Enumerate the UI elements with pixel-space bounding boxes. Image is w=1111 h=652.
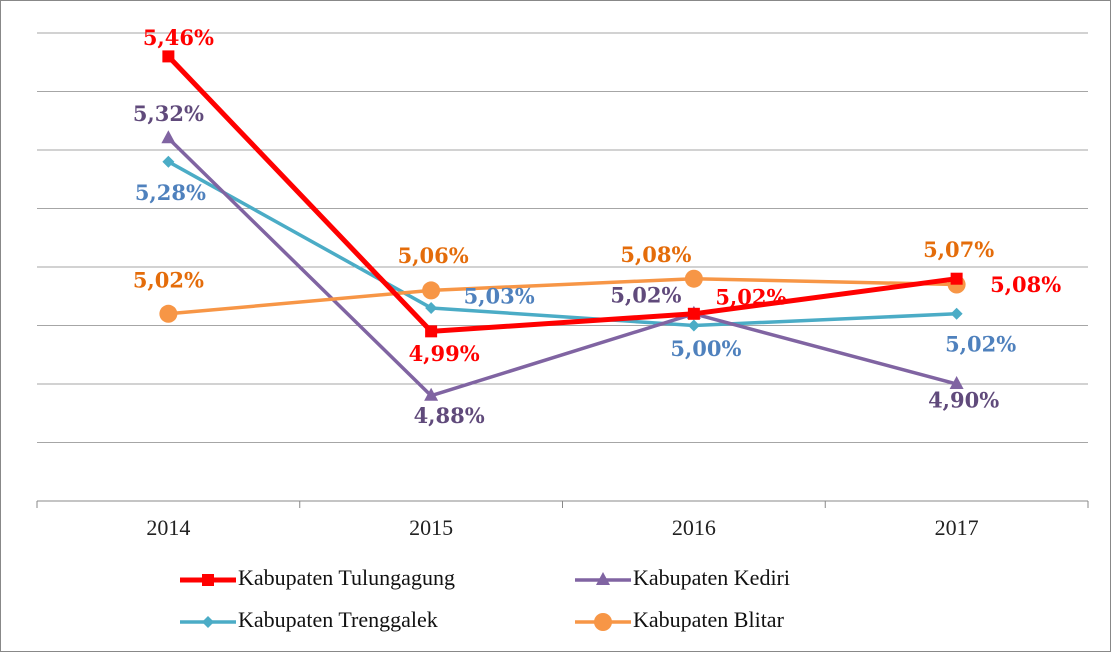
marker <box>425 325 438 338</box>
data-label: 5,06% <box>398 243 469 268</box>
x-tick-label: 2014 <box>146 515 190 540</box>
marker <box>162 50 175 63</box>
legend-marker <box>594 613 612 631</box>
data-label: 5,03% <box>464 283 535 308</box>
series-line <box>166 54 957 334</box>
legend-marker <box>596 572 610 585</box>
series-line <box>167 160 957 328</box>
marker <box>687 307 700 320</box>
x-tick-label: 2015 <box>409 515 453 540</box>
legend-label: Kabupaten Blitar <box>633 607 785 632</box>
data-label: 5,02% <box>133 267 204 292</box>
marker <box>949 376 964 389</box>
marker <box>684 269 703 288</box>
data-label: 5,32% <box>133 101 204 126</box>
legend-marker <box>202 616 214 628</box>
marker <box>950 307 963 320</box>
x-tick-label: 2016 <box>672 515 716 540</box>
data-label: 5,08% <box>990 272 1061 297</box>
marker <box>950 272 963 285</box>
data-label: 5,02% <box>610 282 681 307</box>
data-label: 5,02% <box>715 284 786 309</box>
data-label: 5,00% <box>670 336 741 361</box>
legend-label: Kabupaten Kediri <box>633 565 790 590</box>
legend-label: Kabupaten Tulungagung <box>238 565 455 590</box>
legend-label: Kabupaten Trenggalek <box>238 607 438 632</box>
data-label: 5,46% <box>143 25 214 50</box>
data-label: 4,90% <box>928 388 999 413</box>
data-label: 4,99% <box>409 341 480 366</box>
legend-marker <box>202 574 214 586</box>
data-label: 5,08% <box>620 242 691 267</box>
data-label: 5,07% <box>923 237 994 262</box>
x-tick-label: 2017 <box>935 515 979 540</box>
marker <box>425 301 438 314</box>
series-line <box>167 137 958 398</box>
marker <box>159 304 178 323</box>
data-label: 4,88% <box>414 403 485 428</box>
data-label: 5,02% <box>945 331 1016 356</box>
data-label: 5,28% <box>135 180 206 205</box>
marker <box>161 130 176 144</box>
series-line <box>168 276 957 316</box>
marker <box>687 319 700 332</box>
marker <box>422 281 441 300</box>
marker <box>424 387 439 401</box>
marker <box>162 155 175 168</box>
